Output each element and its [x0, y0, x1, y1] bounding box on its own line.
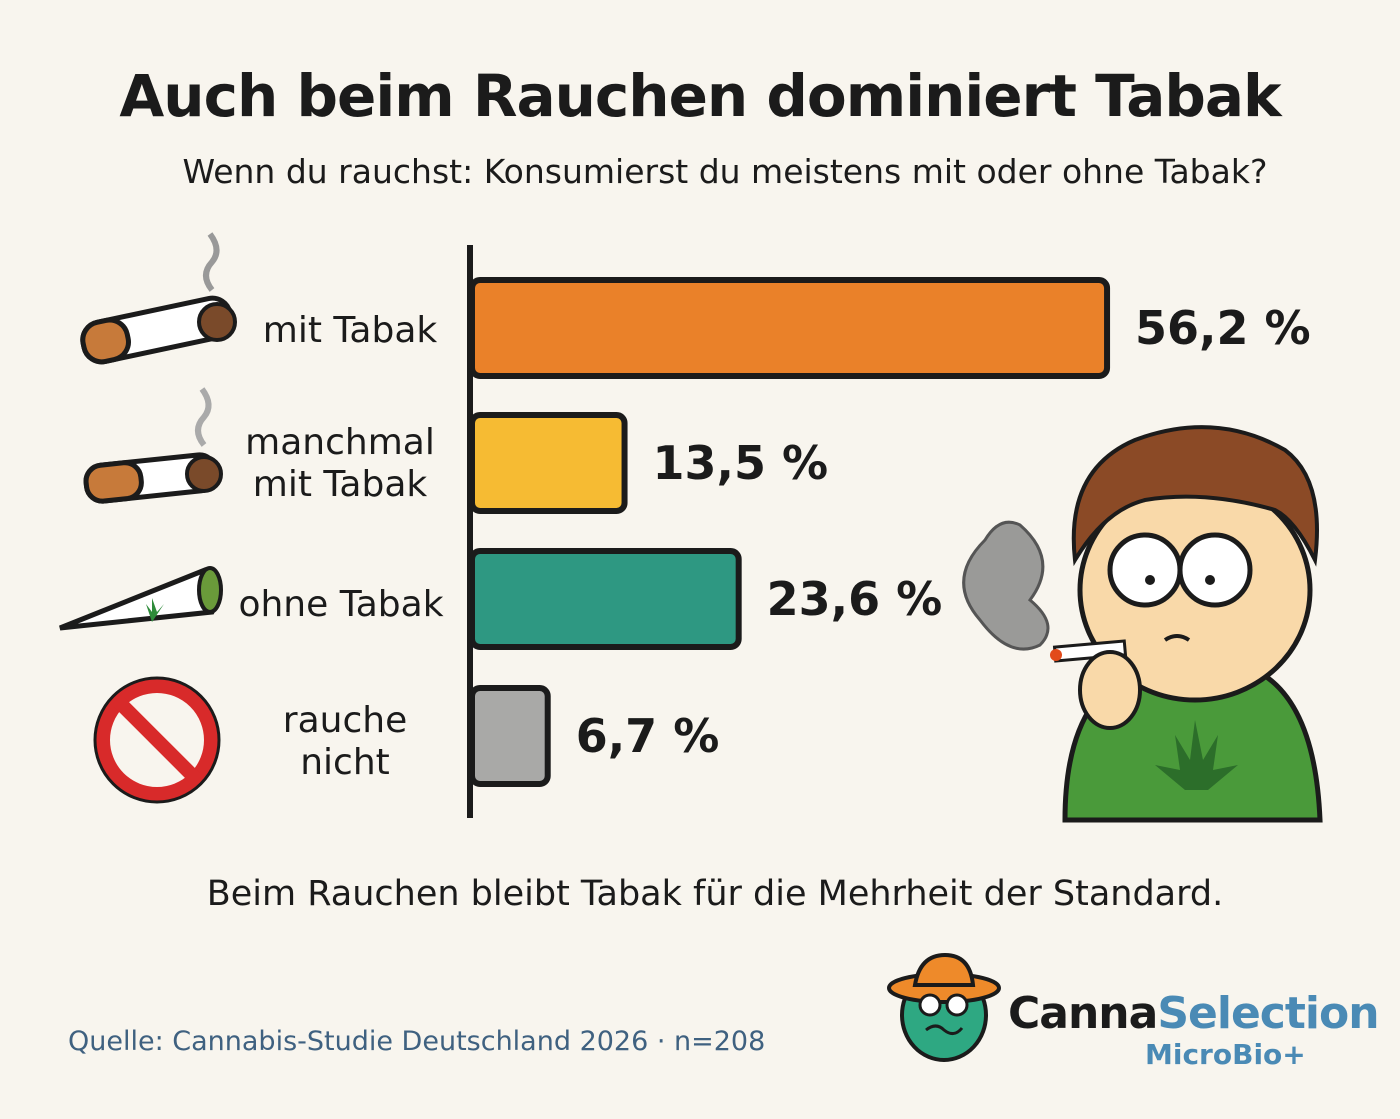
logo-subtitle: MicroBio+ — [1145, 1038, 1306, 1071]
logo-part1: Canna — [1008, 988, 1158, 1039]
smoking-character-illustration — [962, 425, 1323, 823]
data-label: 56,2 % — [1135, 301, 1311, 355]
chart-subtitle: Wenn du rauchst: Konsumierst du meistens… — [182, 152, 1268, 191]
cigarette-icon — [80, 232, 237, 365]
bar-3 — [469, 685, 551, 787]
joint-icon — [59, 566, 223, 631]
chart-title: Auch beim Rauchen dominiert Tabak — [119, 62, 1281, 130]
category-label: rauche nicht — [282, 700, 408, 783]
bar-2 — [469, 548, 742, 650]
category-label: ohne Tabak — [238, 584, 444, 625]
category-label: mit Tabak — [262, 310, 438, 351]
data-label: 13,5 % — [653, 436, 829, 490]
logo-wordmark: CannaSelection — [1008, 988, 1380, 1039]
no-smoking-icon — [93, 676, 221, 804]
bar-0 — [469, 277, 1111, 379]
bar-1 — [469, 412, 628, 514]
chart-caption: Beim Rauchen bleibt Tabak für die Mehrhe… — [206, 874, 1224, 914]
logo-part2: Selection — [1157, 988, 1379, 1039]
category-label: manchmal mit Tabak — [245, 422, 435, 505]
data-label: 6,7 % — [576, 709, 720, 763]
source-note: Quelle: Cannabis-Studie Deutschland 2026… — [68, 1026, 766, 1057]
cigarette-icon — [83, 387, 223, 504]
logo-mascot-icon — [887, 952, 1001, 1062]
data-label: 23,6 % — [767, 572, 943, 626]
